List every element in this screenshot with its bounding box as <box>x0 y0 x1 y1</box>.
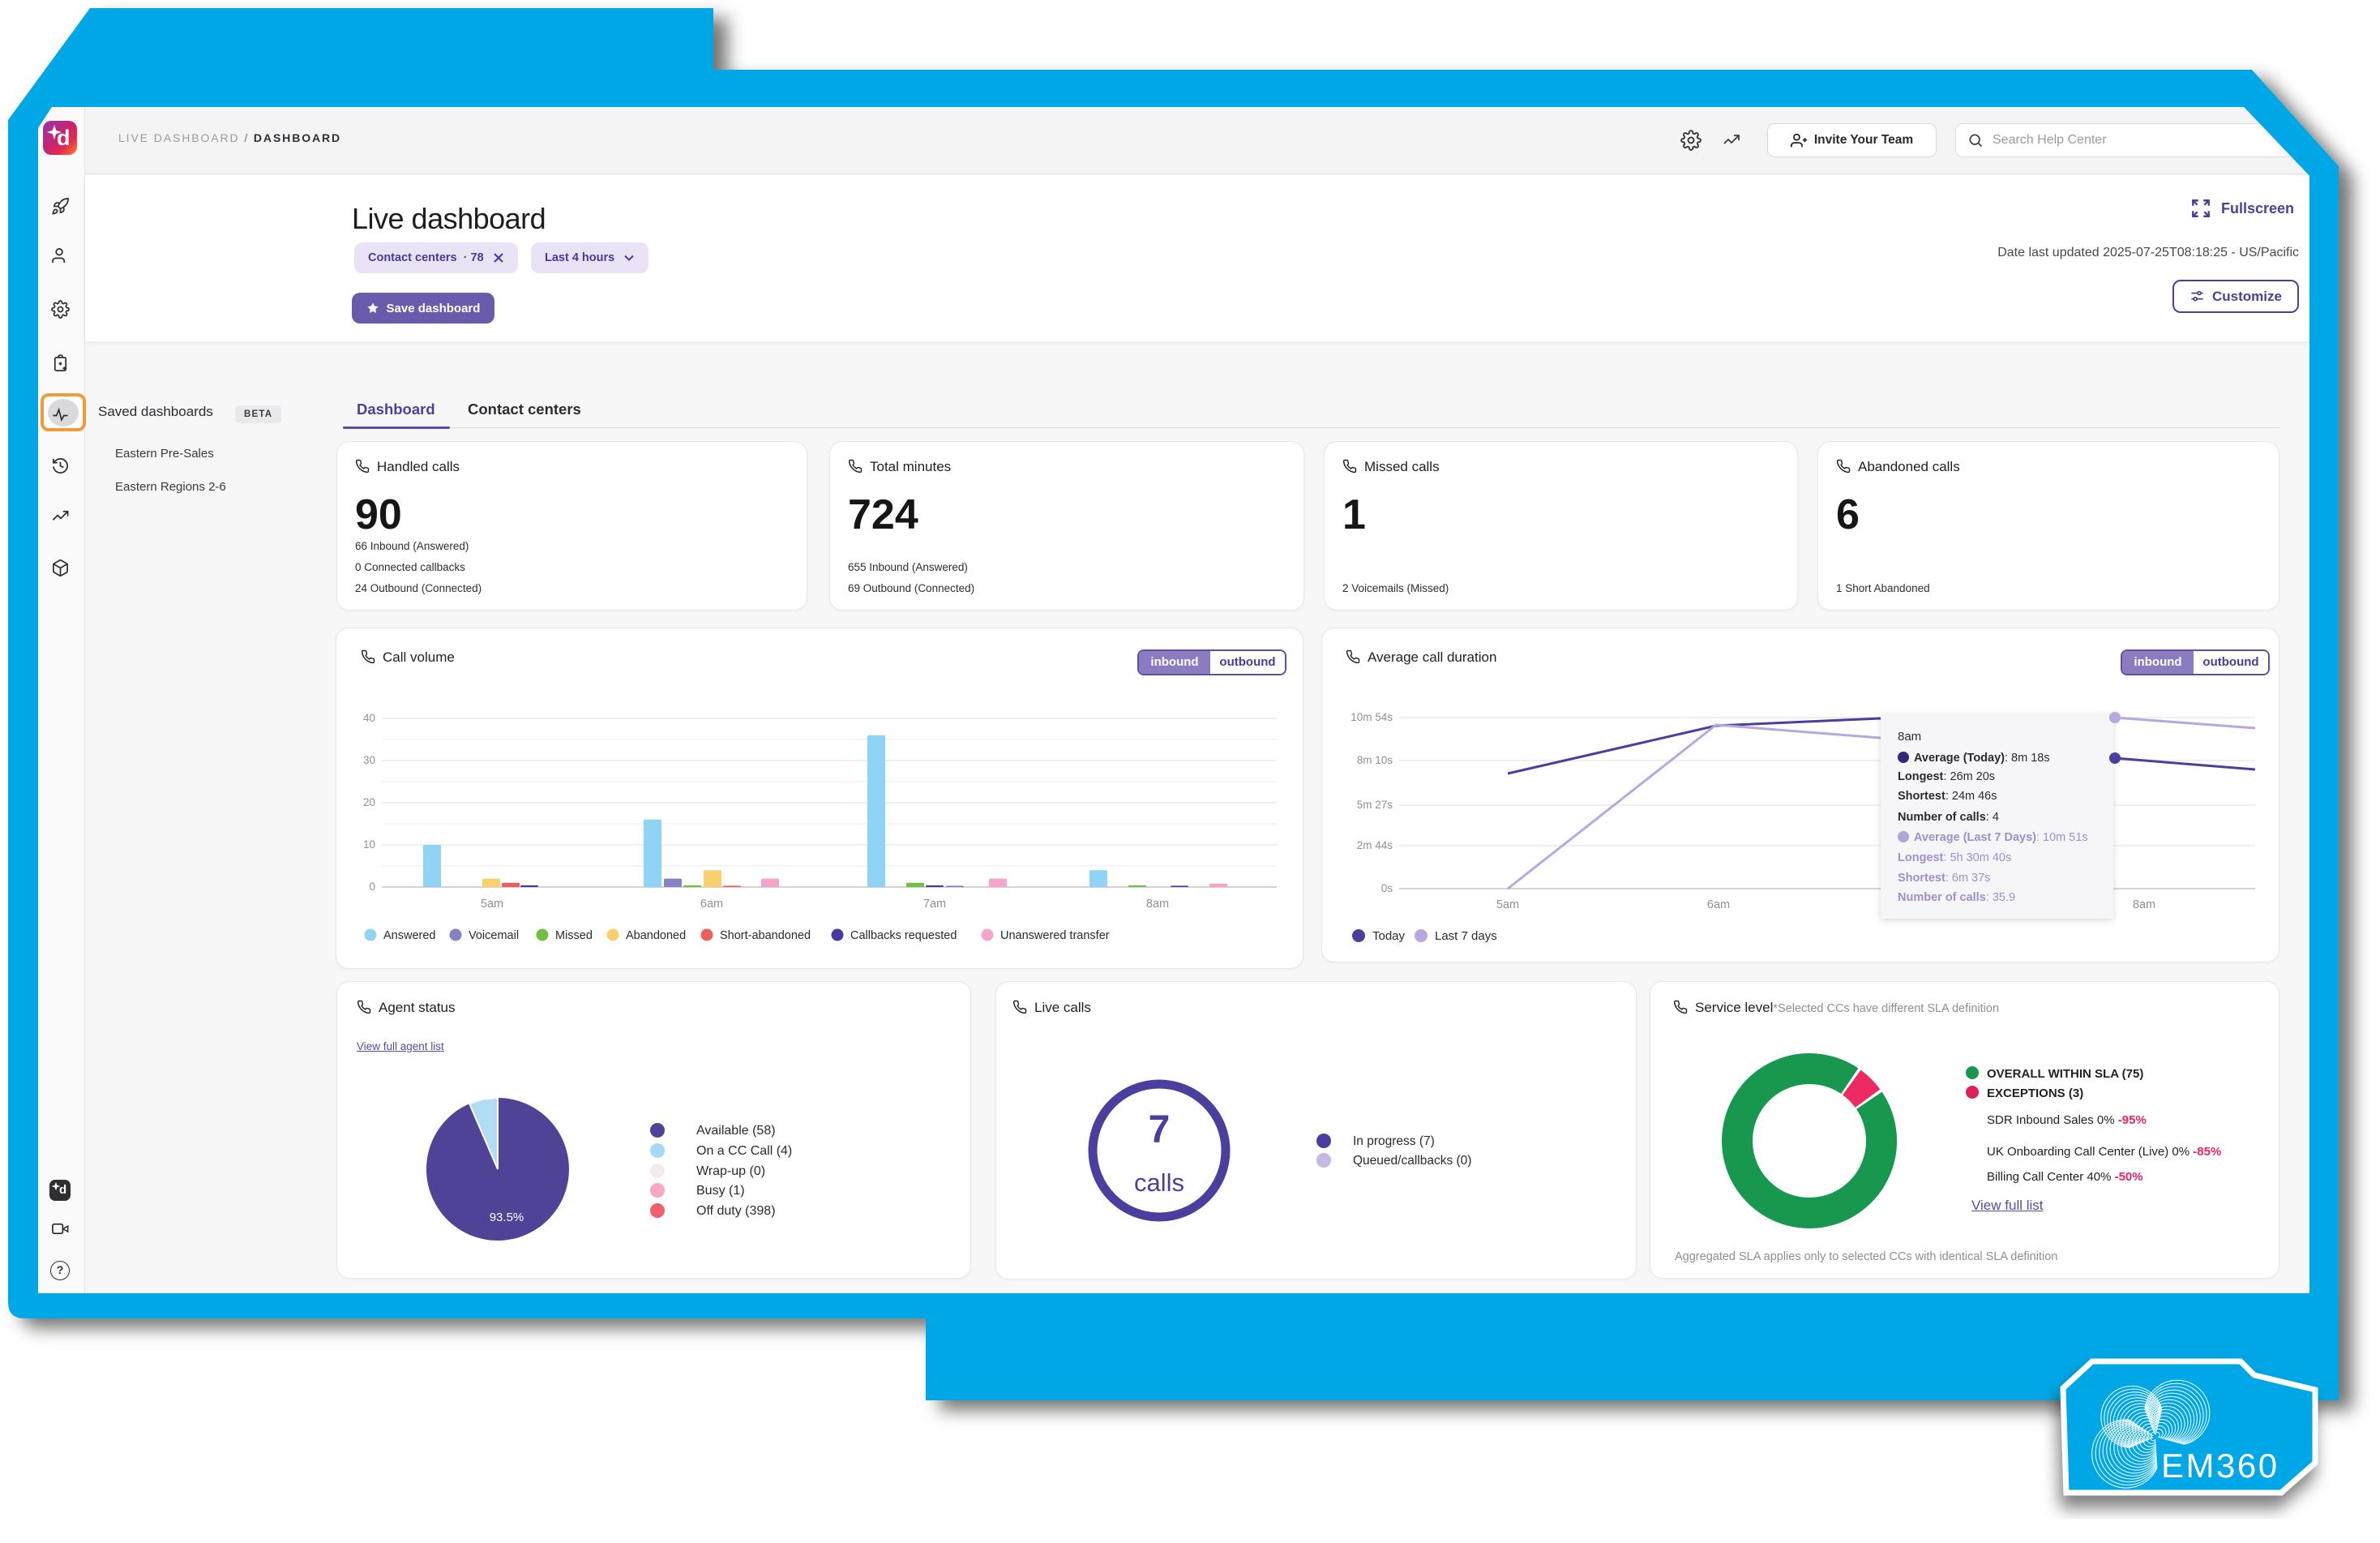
svg-text:93.5%: 93.5% <box>490 1211 524 1224</box>
svg-text:EXCEPTIONS (3): EXCEPTIONS (3) <box>1987 1087 2083 1100</box>
svg-text:On a CC Call (4): On a CC Call (4) <box>696 1144 792 1158</box>
svg-text:6am: 6am <box>1707 898 1730 911</box>
svg-text:UK Onboarding Call Center (Liv: UK Onboarding Call Center (Live) 0% -85% <box>1987 1145 2221 1159</box>
svg-text:EM360: EM360 <box>2161 1447 2279 1485</box>
svg-text:Number of calls: 4: Number of calls: 4 <box>1898 811 1999 824</box>
svg-text:10: 10 <box>363 838 375 851</box>
svg-text:Voicemail: Voicemail <box>469 929 519 942</box>
svg-text:Average (Today): 8m 18s: Average (Today): 8m 18s <box>1914 752 2050 765</box>
svg-text:Last 7 days: Last 7 days <box>1435 929 1497 943</box>
svg-text:8am: 8am <box>1898 730 1921 744</box>
svg-text:5am: 5am <box>1496 898 1519 911</box>
svg-text:8am: 8am <box>1146 898 1169 911</box>
svg-text:Longest: 26m 20s: Longest: 26m 20s <box>1898 770 1995 783</box>
svg-text:OVERALL WITHIN SLA (75): OVERALL WITHIN SLA (75) <box>1987 1067 2143 1081</box>
svg-text:20: 20 <box>363 796 375 808</box>
svg-text:Busy (1): Busy (1) <box>696 1184 745 1198</box>
svg-text:10m 54s: 10m 54s <box>1351 711 1393 723</box>
svg-text:SDR Inbound Sales 0% -95%: SDR Inbound Sales 0% -95% <box>1987 1113 2147 1127</box>
svg-text:Longest: 5h 30m 40s: Longest: 5h 30m 40s <box>1898 851 2011 864</box>
svg-text:0: 0 <box>369 881 375 893</box>
svg-text:0s: 0s <box>1381 882 1393 894</box>
svg-text:8m 10s: 8m 10s <box>1357 754 1393 766</box>
svg-text:Shortest: 6m 37s: Shortest: 6m 37s <box>1898 872 1990 885</box>
svg-text:calls: calls <box>1134 1168 1184 1197</box>
svg-text:5am: 5am <box>481 898 503 911</box>
svg-text:2m 44s: 2m 44s <box>1357 839 1393 851</box>
svg-text:Shortest: 24m 46s: Shortest: 24m 46s <box>1898 790 1997 803</box>
svg-text:Abandoned: Abandoned <box>626 929 686 942</box>
svg-text:Unanswered transfer: Unanswered transfer <box>1000 929 1110 942</box>
svg-text:7: 7 <box>1149 1108 1171 1151</box>
svg-text:Today: Today <box>1372 929 1406 943</box>
svg-text:Number of calls: 35.9: Number of calls: 35.9 <box>1898 891 2015 904</box>
svg-text:8am: 8am <box>2133 898 2155 911</box>
svg-text:6am: 6am <box>700 898 723 911</box>
svg-text:Average (Last 7 Days): 10m 51s: Average (Last 7 Days): 10m 51s <box>1914 831 2088 844</box>
svg-text:Billing Call Center 40% -50%: Billing Call Center 40% -50% <box>1987 1170 2143 1184</box>
svg-text:30: 30 <box>363 754 375 766</box>
svg-text:Callbacks requested: Callbacks requested <box>850 929 957 942</box>
svg-text:5m 27s: 5m 27s <box>1357 799 1393 811</box>
svg-text:40: 40 <box>363 712 375 724</box>
svg-text:Missed: Missed <box>555 929 593 942</box>
svg-text:Queued/callbacks (0): Queued/callbacks (0) <box>1353 1154 1471 1168</box>
svg-text:Available (58): Available (58) <box>696 1124 776 1138</box>
svg-text:Wrap-up (0): Wrap-up (0) <box>696 1164 765 1178</box>
svg-text:In progress (7): In progress (7) <box>1353 1134 1435 1148</box>
svg-text:7am: 7am <box>923 898 946 911</box>
svg-text:Short-abandoned: Short-abandoned <box>720 929 811 942</box>
svg-text:Off duty (398): Off duty (398) <box>696 1204 776 1218</box>
svg-text:Answered: Answered <box>383 929 435 942</box>
